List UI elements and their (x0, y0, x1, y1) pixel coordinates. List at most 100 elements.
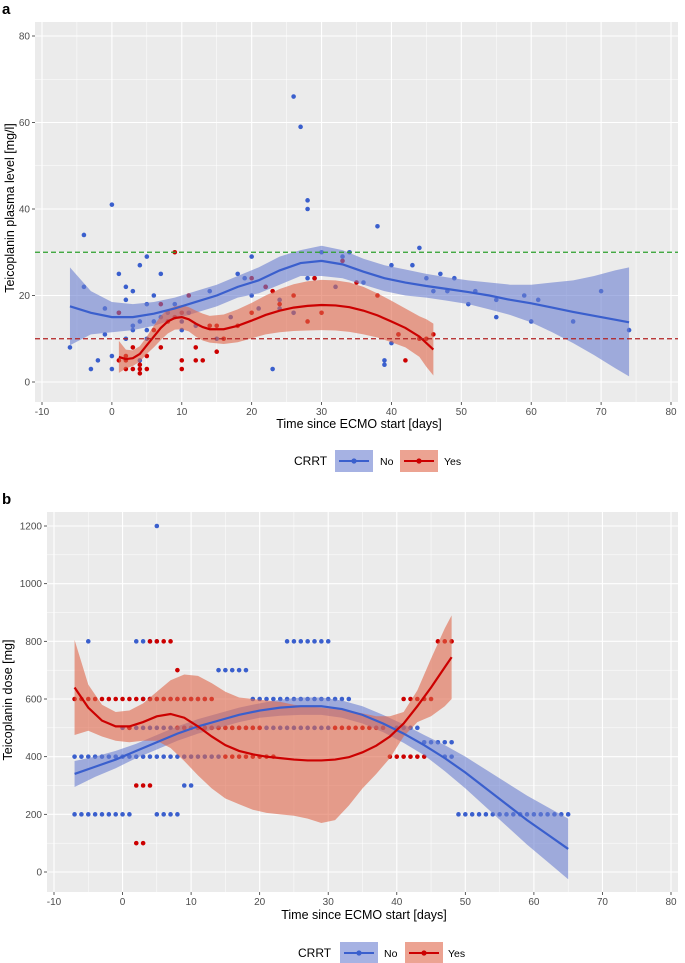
point-no (67, 345, 73, 350)
point-yes (137, 362, 143, 368)
point-yes (147, 639, 153, 644)
point-no (123, 284, 129, 290)
point-no (235, 271, 240, 277)
panel-b-x-axis-title: Time since ECMO start [days] (281, 908, 447, 922)
point-no (79, 812, 84, 817)
point-no (144, 254, 150, 259)
smooth-line-yes (118, 303, 435, 361)
point-yes (127, 696, 132, 702)
legend-label-yes: Yes (448, 948, 465, 960)
x-tick-label: 40 (391, 897, 403, 908)
x-tick-label: 10 (176, 407, 188, 418)
y-tick-label: 400 (25, 752, 42, 763)
x-tick-label: 10 (186, 897, 198, 908)
point-no (417, 245, 422, 251)
point-yes (137, 371, 143, 376)
x-tick-label: 0 (109, 407, 115, 418)
point-no (243, 667, 249, 673)
point-no (109, 353, 115, 359)
point-yes (193, 358, 199, 363)
legend-point (351, 458, 357, 464)
point-no (116, 271, 122, 277)
point-no (133, 639, 139, 644)
smooth-line-no (69, 259, 630, 324)
point-yes (130, 366, 136, 372)
point-yes (99, 696, 105, 702)
point-no (438, 271, 443, 277)
point-no (375, 224, 380, 229)
point-no (325, 639, 331, 644)
point-yes (144, 366, 150, 372)
point-no (130, 288, 136, 294)
confidence-band-yes (74, 615, 452, 823)
point-no (389, 262, 394, 268)
point-no (463, 812, 468, 817)
point-no (154, 812, 160, 817)
panel-a-plot: -10 0 10 20 30 40 50 60 70 80 0 20 40 60 80 (19, 22, 678, 418)
y-tick-label: 20 (19, 291, 31, 302)
point-no (305, 639, 310, 644)
x-tick-label: -10 (47, 897, 62, 908)
point-no (181, 783, 187, 788)
point-no (151, 293, 157, 298)
point-no (271, 696, 276, 702)
point-no (236, 667, 242, 673)
point-no (147, 754, 153, 759)
point-yes (106, 696, 112, 702)
point-no (284, 639, 290, 644)
point-no (92, 812, 98, 817)
panel-a-legend: CRRT No Yes (294, 450, 461, 472)
point-no (113, 812, 118, 817)
point-no (229, 667, 235, 673)
point-no (137, 262, 143, 268)
point-no (249, 254, 254, 259)
x-tick-label: 50 (456, 407, 468, 418)
point-no (175, 812, 180, 817)
panel-b-label: b (2, 491, 11, 508)
y-tick-label: 200 (25, 810, 42, 821)
point-no (85, 639, 91, 644)
panel-a-x-axis-title: Time since ECMO start [days] (276, 417, 442, 431)
point-no (319, 639, 324, 644)
x-tick-label: 20 (246, 407, 258, 418)
confidence-band-yes (118, 279, 434, 376)
point-no (81, 232, 87, 238)
point-yes (193, 345, 199, 350)
x-tick-label: 60 (528, 897, 540, 908)
y-tick-label: 0 (36, 868, 42, 879)
legend-point (416, 458, 422, 464)
point-no (72, 812, 77, 817)
point-yes (113, 696, 118, 702)
point-no (88, 366, 94, 372)
point-yes (214, 349, 220, 355)
point-no (95, 358, 101, 363)
point-no (493, 314, 499, 320)
point-no (382, 358, 387, 363)
point-no (346, 696, 352, 702)
point-yes (403, 358, 408, 363)
point-yes (168, 639, 173, 644)
point-no (154, 523, 160, 529)
point-yes (408, 754, 413, 759)
point-no (127, 812, 132, 817)
point-no (72, 754, 77, 759)
y-tick-label: 0 (24, 378, 30, 389)
point-no (382, 362, 387, 368)
point-yes (175, 667, 180, 673)
point-yes (140, 783, 146, 788)
point-yes (133, 840, 139, 846)
point-no (161, 812, 166, 817)
point-no (99, 812, 105, 817)
point-no (106, 812, 112, 817)
panel-b-y-axis-title: Teicoplanin dose [mg] (1, 640, 15, 761)
point-no (449, 739, 454, 745)
point-no (102, 332, 108, 337)
point-yes (179, 358, 185, 363)
point-no (120, 812, 125, 817)
point-yes (158, 345, 164, 350)
point-no (312, 639, 317, 644)
point-no (305, 206, 310, 212)
point-yes (133, 783, 139, 788)
y-tick-label: 1000 (20, 579, 43, 590)
